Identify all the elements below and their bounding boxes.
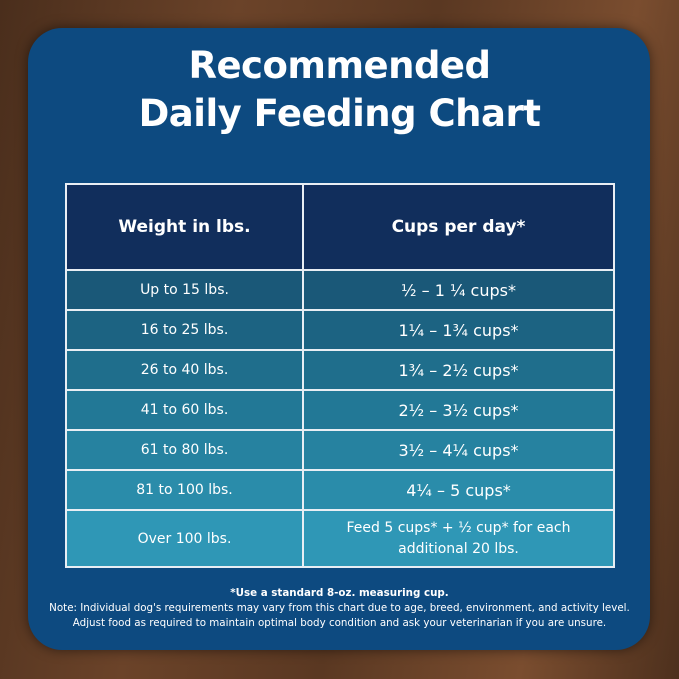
weight-cell: 16 to 25 lbs.: [65, 309, 304, 351]
footnote: *Use a standard 8-oz. measuring cup.: [230, 587, 449, 599]
cups-text: Feed 5 cups* + ½ cup* for each additiona…: [346, 519, 571, 557]
cups-cell: Feed 5 cups* + ½ cup* for each additiona…: [302, 509, 615, 568]
title-line: Daily Feeding Chart: [138, 92, 541, 135]
table-row: 61 to 80 lbs. 3½ – 4¼ cups*: [65, 429, 615, 471]
cups-cell: 4¼ – 5 cups*: [302, 469, 615, 511]
weight-cell: 61 to 80 lbs.: [65, 429, 304, 471]
table-row: 26 to 40 lbs. 1¾ – 2½ cups*: [65, 349, 615, 391]
cups-cell: 1¼ – 1¾ cups*: [302, 309, 615, 351]
weight-cell: Over 100 lbs.: [65, 509, 304, 568]
weight-cell: Up to 15 lbs.: [65, 269, 304, 311]
weight-cell: 81 to 100 lbs.: [65, 469, 304, 511]
table-row: 16 to 25 lbs. 1¼ – 1¾ cups*: [65, 309, 615, 351]
cups-cell: ½ – 1 ¼ cups*: [302, 269, 615, 311]
note: Note: Individual dog's requirements may …: [49, 602, 630, 629]
column-header: Cups per day*: [302, 183, 615, 271]
header-row: Weight in lbs. Cups per day*: [65, 183, 615, 271]
cups-cell: 1¾ – 2½ cups*: [302, 349, 615, 391]
table-row: Up to 15 lbs. ½ – 1 ¼ cups*: [65, 269, 615, 311]
table-row: Over 100 lbs. Feed 5 cups* + ½ cup* for e…: [65, 509, 615, 568]
footer: *Use a standard 8-oz. measuring cup. Not…: [40, 586, 639, 631]
feeding-table: Weight in lbs. Cups per day* Up to 15 lb…: [65, 183, 615, 568]
title: Recommended Daily Feeding Chart: [0, 42, 679, 138]
title-line: Recommended: [188, 44, 491, 87]
weight-cell: 26 to 40 lbs.: [65, 349, 304, 391]
cups-cell: 3½ – 4¼ cups*: [302, 429, 615, 471]
table-row: 41 to 60 lbs. 2½ – 3½ cups*: [65, 389, 615, 431]
column-header: Weight in lbs.: [65, 183, 304, 271]
weight-cell: 41 to 60 lbs.: [65, 389, 304, 431]
table-row: 81 to 100 lbs. 4¼ – 5 cups*: [65, 469, 615, 511]
cups-cell: 2½ – 3½ cups*: [302, 389, 615, 431]
